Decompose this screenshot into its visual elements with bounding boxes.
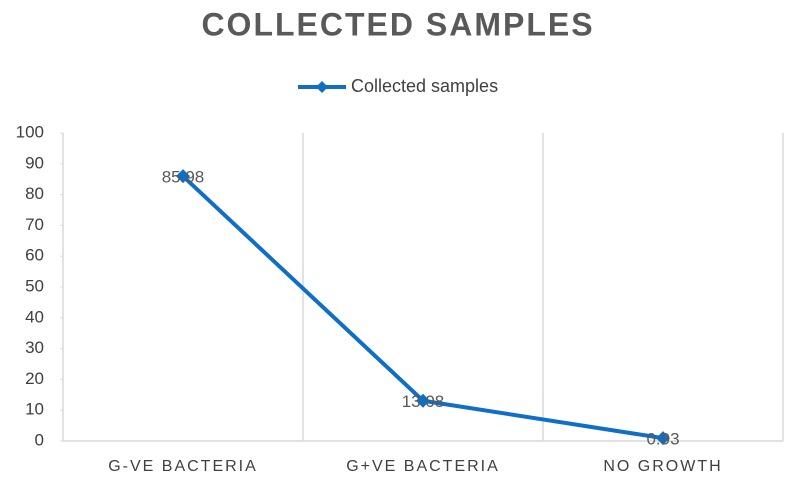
x-tick-label: G-VE BACTERIA (108, 458, 258, 475)
chart-title: COLLECTED SAMPLES (201, 6, 594, 42)
data-label: 0.93 (646, 430, 679, 449)
y-tick-label: 80 (25, 184, 44, 203)
y-tick-label: 60 (25, 246, 44, 265)
y-tick-label: 30 (25, 338, 44, 357)
y-tick-label: 70 (25, 215, 44, 234)
y-tick-label: 90 (25, 153, 44, 172)
legend-label: Collected samples (351, 76, 498, 96)
y-tick-label: 0 (35, 430, 44, 449)
y-tick-label: 100 (16, 122, 44, 141)
data-label: 13.08 (402, 392, 445, 411)
y-tick-label: 40 (25, 307, 44, 326)
y-tick-label: 10 (25, 400, 44, 419)
x-tick-label: G+VE BACTERIA (346, 458, 500, 475)
point-marker (416, 393, 430, 408)
data-label: 85.98 (162, 168, 205, 187)
x-tick-label: NO GROWTH (603, 458, 722, 475)
y-tick-label: 20 (25, 369, 44, 388)
y-tick-label: 50 (25, 276, 44, 295)
point-marker (176, 169, 190, 184)
legend-marker (316, 81, 328, 93)
point-marker (656, 431, 670, 446)
